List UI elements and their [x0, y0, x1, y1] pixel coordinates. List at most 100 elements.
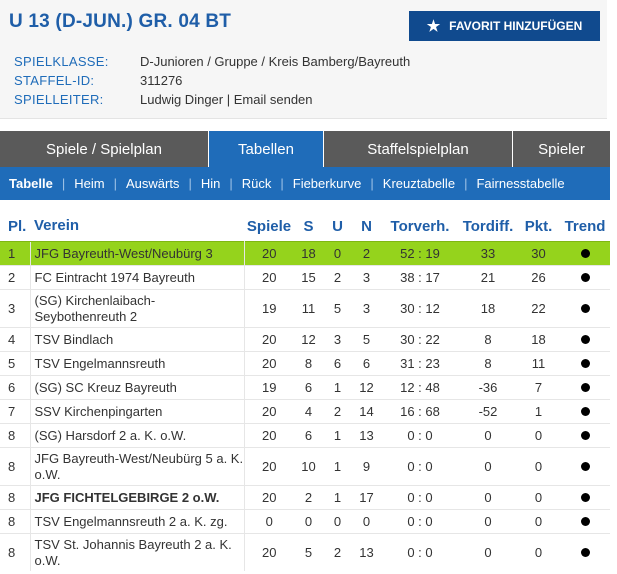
cell-trend — [560, 533, 610, 571]
table-row[interactable]: 8 JFG Bayreuth-West/Neubürg 5 a. K. o.W. 2… — [0, 447, 610, 486]
cell-verein[interactable]: (SG) Harsdorf 2 a. K. o.W. — [29, 423, 245, 448]
cell-verein[interactable]: TSV St. Johannis Bayreuth 2 a. K. o.W. — [29, 533, 245, 571]
cell-pl: 6 — [0, 375, 30, 400]
meta-label: SPIELLEITER: — [14, 92, 104, 107]
cell-verein[interactable]: JFG Bayreuth-West/Neubürg 3 — [29, 241, 245, 266]
cell-u: 2 — [323, 399, 352, 424]
table-row[interactable]: 4 TSV Bindlach 20 12 3 5 30 : 22 8 18 — [0, 327, 610, 352]
cell-u: 0 — [323, 241, 352, 266]
subnav-separator: | — [280, 176, 284, 191]
trend-dot-icon — [580, 548, 590, 557]
subnav-item-fieberkurve[interactable]: Fieberkurve — [292, 176, 362, 191]
cell-verein[interactable]: JFG FICHTELGEBIRGE 2 o.W. — [29, 485, 245, 510]
cell-verein[interactable]: (SG) Kirchenlaibach-Seybothenreuth 2 — [29, 289, 245, 328]
col-header-pkt: Pkt. — [524, 217, 553, 235]
table-row[interactable]: 5 TSV Engelmannsreuth 20 8 6 6 31 : 23 8 11 — [0, 351, 610, 376]
cell-tordiff: 8 — [459, 351, 517, 376]
table-row[interactable]: 3 (SG) Kirchenlaibach-Seybothenreuth 2 19 1… — [0, 289, 610, 328]
subnav-item-r-ck[interactable]: Rück — [241, 176, 272, 191]
tab-tabellen[interactable]: Tabellen — [208, 131, 323, 167]
table-row[interactable]: 2 FC Eintracht 1974 Bayreuth 20 15 2 3 38 : 17… — [0, 265, 610, 290]
table-subnav: Tabelle | Heim | Auswärts | Hin | Rück | Fieberkur… — [0, 167, 610, 200]
cell-u: 1 — [323, 375, 352, 400]
cell-tordiff: 21 — [459, 265, 517, 290]
cell-spiele: 19 — [244, 375, 294, 400]
cell-n: 9 — [352, 447, 381, 486]
email-link[interactable]: Email senden — [233, 92, 313, 107]
cell-n: 14 — [352, 399, 381, 424]
subnav-item-tabelle[interactable]: Tabelle — [9, 176, 53, 191]
cell-n: 17 — [352, 485, 381, 510]
col-header-n: N — [361, 217, 372, 235]
table-row[interactable]: 6 (SG) SC Kreuz Bayreuth 19 6 1 12 12 : 48 -36 7 — [0, 375, 610, 400]
cell-trend — [560, 399, 610, 424]
add-favorite-button[interactable]: ★ FAVORIT HINZUFÜGEN — [409, 11, 600, 41]
table-row[interactable]: 1 JFG Bayreuth-West/Neubürg 3 20 18 0 2 52 : 1… — [0, 241, 610, 266]
trend-dot-icon — [580, 493, 590, 502]
cell-n: 3 — [352, 289, 381, 328]
cell-pkt: 18 — [517, 327, 560, 352]
cell-torverh: 12 : 48 — [381, 375, 459, 400]
cell-s: 12 — [294, 327, 323, 352]
tab-spiele[interactable]: Spiele / Spielplan — [0, 131, 208, 167]
subnav-separator: | — [188, 176, 192, 191]
cell-pl: 8 — [0, 509, 30, 534]
trend-dot-icon — [580, 407, 590, 416]
cell-trend — [560, 289, 610, 328]
cell-spiele: 20 — [244, 533, 294, 571]
cell-trend — [560, 265, 610, 290]
cell-verein[interactable]: TSV Engelmannsreuth — [29, 351, 245, 376]
meta-separator: | — [226, 92, 231, 107]
cell-u: 1 — [323, 423, 352, 448]
cell-spiele: 20 — [244, 447, 294, 486]
tab-spieler[interactable]: Spieler — [512, 131, 610, 167]
cell-pl: 4 — [0, 327, 30, 352]
spielleiter-name: Ludwig Dinger — [140, 92, 224, 107]
add-favorite-label: FAVORIT HINZUFÜGEN — [449, 19, 583, 33]
cell-tordiff: 0 — [459, 447, 517, 486]
cell-verein[interactable]: FC Eintracht 1974 Bayreuth — [29, 265, 245, 290]
cell-spiele: 20 — [244, 485, 294, 510]
cell-tordiff: 18 — [459, 289, 517, 328]
cell-verein[interactable]: SSV Kirchenpingarten — [29, 399, 245, 424]
cell-spiele: 20 — [244, 265, 294, 290]
cell-n: 6 — [352, 351, 381, 376]
table-row[interactable]: 8 TSV St. Johannis Bayreuth 2 a. K. o.W. 2… — [0, 533, 610, 571]
league-meta: SPIELKLASSE: D-Junioren / Gruppe / Kreis… — [14, 52, 410, 109]
subnav-item-fairnesstabelle[interactable]: Fairnesstabelle — [476, 176, 565, 191]
cell-pl: 8 — [0, 447, 30, 486]
cell-tordiff: 0 — [459, 509, 517, 534]
cell-verein[interactable]: (SG) SC Kreuz Bayreuth — [29, 375, 245, 400]
cell-n: 3 — [352, 265, 381, 290]
col-header-u: U — [332, 217, 343, 235]
table-row[interactable]: 7 SSV Kirchenpingarten 20 4 2 14 16 : 68 -52 1 — [0, 399, 610, 424]
subnav-item-kreuztabelle[interactable]: Kreuztabelle — [382, 176, 456, 191]
table-row[interactable]: 8 TSV Engelmannsreuth 2 a. K. zg. 0 0 0 0 0 : … — [0, 509, 610, 534]
cell-verein[interactable]: TSV Bindlach — [29, 327, 245, 352]
cell-tordiff: 33 — [459, 241, 517, 266]
cell-pkt: 0 — [517, 533, 560, 571]
cell-s: 11 — [294, 289, 323, 328]
table-header-row: Pl. Verein Spiele S U N Torverh. Tordiff… — [0, 211, 610, 242]
cell-verein[interactable]: TSV Engelmannsreuth 2 a. K. zg. — [29, 509, 245, 534]
cell-pl: 8 — [0, 533, 30, 571]
league-header: U 13 (D-JUN.) GR. 04 BT ★ FAVORIT HINZUF… — [0, 0, 607, 119]
cell-verein[interactable]: JFG Bayreuth-West/Neubürg 5 a. K. o.W. — [29, 447, 245, 486]
trend-dot-icon — [580, 359, 590, 368]
cell-torverh: 31 : 23 — [381, 351, 459, 376]
cell-trend — [560, 351, 610, 376]
cell-spiele: 20 — [244, 423, 294, 448]
cell-s: 10 — [294, 447, 323, 486]
cell-pkt: 0 — [517, 447, 560, 486]
tab-staffelspielplan[interactable]: Staffelspielplan — [323, 131, 512, 167]
cell-spiele: 20 — [244, 399, 294, 424]
cell-trend — [560, 509, 610, 534]
col-header-s: S — [303, 217, 314, 235]
subnav-item-heim[interactable]: Heim — [74, 176, 105, 191]
subnav-item-ausw-rts[interactable]: Auswärts — [125, 176, 180, 191]
cell-trend — [560, 241, 610, 266]
cell-tordiff: 8 — [459, 327, 517, 352]
subnav-item-hin[interactable]: Hin — [200, 176, 221, 191]
